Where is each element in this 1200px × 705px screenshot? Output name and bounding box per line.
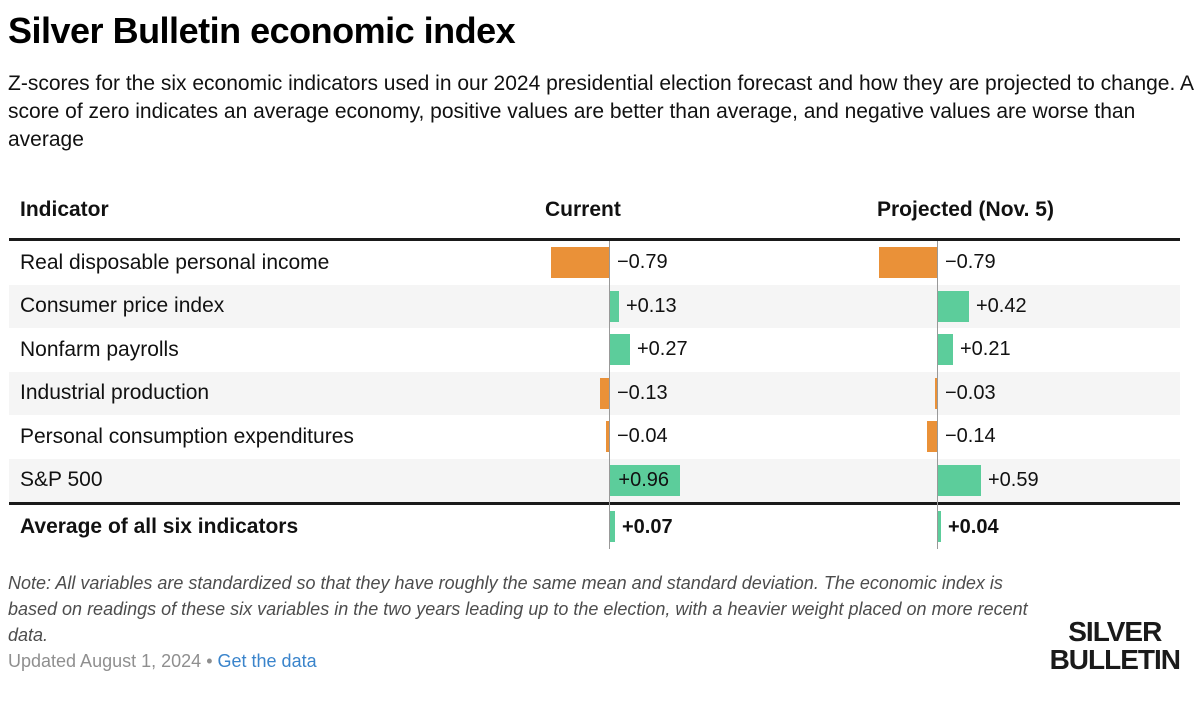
indicator-table: Indicator Current Projected (Nov. 5) Rea… bbox=[9, 196, 1180, 549]
projected-value: +0.04 bbox=[948, 515, 999, 538]
projected-value: −0.79 bbox=[945, 251, 996, 274]
projected-value: +0.21 bbox=[960, 338, 1011, 361]
current-value: +0.07 bbox=[622, 515, 673, 538]
row-label: Nonfarm payrolls bbox=[20, 337, 179, 361]
projected-bar bbox=[935, 377, 937, 409]
current-bar bbox=[610, 290, 619, 322]
projected-value: +0.42 bbox=[976, 294, 1027, 317]
table-row: Nonfarm payrolls +0.27 +0.21 bbox=[9, 328, 1180, 372]
row-label: Consumer price index bbox=[20, 294, 225, 318]
current-bar bbox=[606, 421, 609, 452]
average-row: Average of all six indicators +0.07 +0.04 bbox=[9, 505, 1180, 549]
row-label: Personal consumption expenditures bbox=[20, 424, 354, 448]
projected-bar bbox=[938, 290, 969, 322]
current-bar bbox=[610, 511, 615, 542]
table-row: S&P 500 +0.96 +0.59 bbox=[9, 458, 1180, 502]
average-rule bbox=[9, 502, 1180, 505]
row-label: S&P 500 bbox=[20, 468, 103, 492]
col-header-current: Current bbox=[545, 198, 621, 221]
projected-value: −0.03 bbox=[945, 381, 996, 404]
col-header-indicator: Indicator bbox=[20, 198, 109, 221]
row-label: Real disposable personal income bbox=[20, 250, 330, 274]
projected-value: +0.59 bbox=[988, 468, 1039, 491]
table-row: Consumer price index +0.13 +0.42 bbox=[9, 284, 1180, 328]
zero-axis-projected bbox=[937, 241, 938, 549]
table-header: Indicator Current Projected (Nov. 5) bbox=[9, 196, 1180, 238]
current-bar bbox=[610, 334, 630, 365]
silver-bulletin-logo: SILVER BULLETIN bbox=[1049, 616, 1181, 675]
current-bar bbox=[600, 377, 609, 409]
projected-bar bbox=[938, 511, 941, 542]
header-rule bbox=[9, 238, 1180, 241]
table-row: Real disposable personal income −0.79 −0.7… bbox=[9, 241, 1180, 285]
logo-line-1: SILVER bbox=[1068, 616, 1162, 647]
logo-line-2: BULLETIN bbox=[1049, 644, 1181, 675]
current-value: +0.96 bbox=[618, 468, 669, 491]
projected-bar bbox=[938, 334, 953, 365]
col-header-projected: Projected (Nov. 5) bbox=[877, 198, 1054, 221]
projected-value: −0.14 bbox=[945, 425, 996, 448]
table-row: Industrial production −0.13 −0.03 bbox=[9, 371, 1180, 415]
projected-bar bbox=[927, 421, 937, 452]
table-body: Real disposable personal income −0.79 −0.7… bbox=[9, 241, 1180, 549]
current-value: +0.13 bbox=[626, 294, 677, 317]
get-data-link[interactable]: Get the data bbox=[217, 651, 317, 671]
chart-subtitle: Z-scores for the six economic indicators… bbox=[8, 72, 1193, 151]
current-value: +0.27 bbox=[637, 338, 688, 361]
updated-text: Updated August 1, 2024 bbox=[8, 651, 202, 671]
current-bar bbox=[551, 247, 609, 278]
projected-bar bbox=[938, 464, 981, 496]
row-label: Average of all six indicators bbox=[20, 515, 299, 538]
projected-bar bbox=[879, 247, 937, 278]
zero-axis-current bbox=[609, 241, 610, 549]
row-label: Industrial production bbox=[20, 381, 210, 405]
current-bar bbox=[610, 464, 680, 496]
table-row: Personal consumption expenditures −0.04 −0… bbox=[9, 415, 1180, 459]
current-value: −0.13 bbox=[617, 381, 668, 404]
current-value: −0.79 bbox=[617, 251, 668, 274]
updated-line: Updated August 1, 2024 • Get the data bbox=[8, 651, 317, 672]
page-title: Silver Bulletin economic index bbox=[8, 10, 516, 51]
current-value: −0.04 bbox=[617, 425, 668, 448]
note-text: Note: All variables are standardized so … bbox=[8, 573, 1028, 645]
bullet-separator: • bbox=[206, 651, 213, 671]
